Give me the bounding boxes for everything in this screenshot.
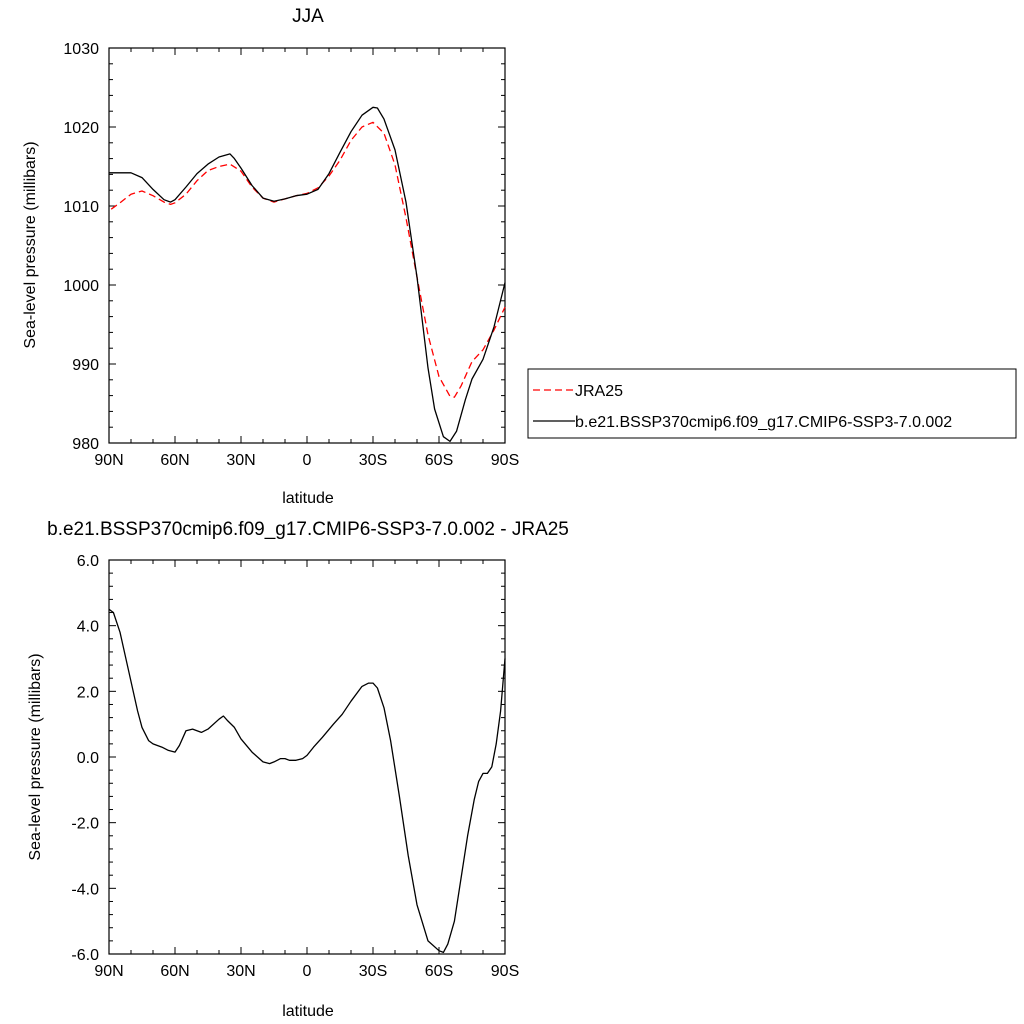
legend-label-model: b.e21.BSSP370cmip6.f09_g17.CMIP6-SSP3-7.… (575, 414, 952, 431)
series-line-1-0 (108, 608, 506, 954)
chart-top: JJA Sea-level pressure (millibars) latit… (22, 6, 519, 507)
x-tick-label: 60N (160, 452, 189, 469)
x-tick-label: 0 (303, 963, 312, 980)
y-tick-label: -6.0 (71, 947, 99, 964)
legend-box (527, 368, 1017, 439)
bottom-plot-area: 90N 60N 30N 0 30S 60S 90S -6.0 -4.0 -2.0 0.0 2.0 4.0… (71, 553, 519, 980)
top-chart-title: JJA (292, 6, 324, 27)
y-tick-label: 1000 (63, 278, 99, 295)
y-tick-label: 1030 (63, 41, 99, 58)
series-line-0-0 (110, 121, 506, 398)
legend: JRA25 b.e21.BSSP370cmip6.f09_g17.CMIP6-S… (527, 368, 1017, 439)
plot-frame (108, 559, 506, 955)
x-tick-label: 30S (359, 452, 387, 469)
top-x-axis-label: latitude (282, 490, 334, 507)
y-tick-label: 0.0 (77, 750, 99, 767)
y-tick-label: 990 (72, 357, 99, 374)
y-tick-label: 980 (72, 436, 99, 453)
y-tick-label: 1010 (63, 199, 99, 216)
bottom-x-axis-label: latitude (282, 1003, 334, 1020)
plot-frame (108, 47, 506, 444)
y-tick-label: 6.0 (77, 553, 99, 570)
bottom-y-axis-label: Sea-level pressure (millibars) (27, 653, 44, 860)
x-tick-label: 90S (491, 452, 519, 469)
x-tick-label: 90S (491, 963, 519, 980)
top-plot-area: 90N 60N 30N 0 30S 60S 90S 980 990 1000 1010 1020 103… (63, 41, 519, 469)
x-tick-label: 30N (226, 452, 255, 469)
y-tick-label: -2.0 (71, 816, 99, 833)
x-tick-label: 30N (226, 963, 255, 980)
y-tick-label: -4.0 (71, 881, 99, 898)
bottom-chart-title: b.e21.BSSP370cmip6.f09_g17.CMIP6-SSP3-7.… (47, 519, 569, 540)
series-line-0-1 (109, 106, 506, 443)
x-tick-label: 90N (94, 452, 123, 469)
x-tick-label: 60S (425, 452, 453, 469)
x-tick-label: 90N (94, 963, 123, 980)
top-y-axis-label: Sea-level pressure (millibars) (22, 141, 39, 348)
x-tick-label: 0 (303, 452, 312, 469)
y-tick-label: 2.0 (77, 684, 99, 701)
x-tick-label: 60N (160, 963, 189, 980)
y-tick-label: 4.0 (77, 619, 99, 636)
y-tick-label: 1020 (63, 120, 99, 137)
legend-label-jra25: JRA25 (575, 383, 623, 400)
chart-bottom: b.e21.BSSP370cmip6.f09_g17.CMIP6-SSP3-7.… (27, 519, 569, 1020)
x-tick-label: 30S (359, 963, 387, 980)
x-tick-label: 60S (425, 963, 453, 980)
